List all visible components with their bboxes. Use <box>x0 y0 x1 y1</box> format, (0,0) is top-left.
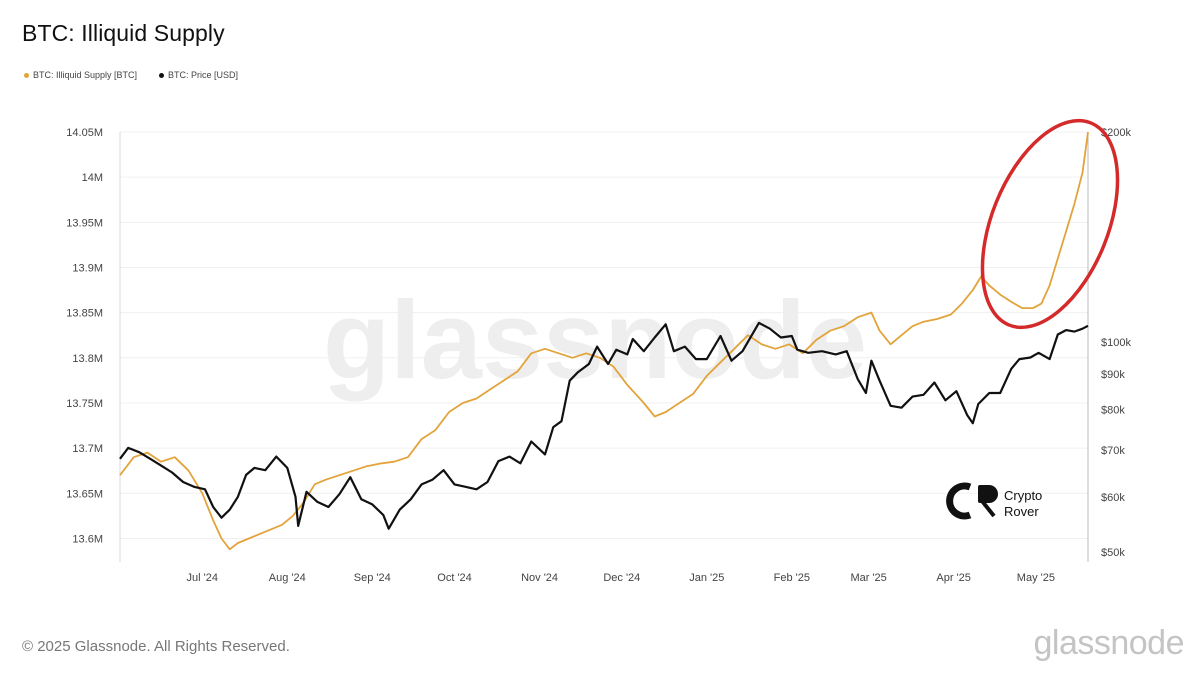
grid-lines <box>120 131 1088 539</box>
x-tick-label-9: Apr '25 <box>936 572 971 584</box>
x-tick-label-8: Mar '25 <box>850 572 886 584</box>
glassnode-watermark: glassnode <box>323 279 867 402</box>
y-left-tick-label-8: 13.65M <box>66 488 103 500</box>
series-layer <box>119 131 1089 551</box>
x-tick-label-4: Nov '24 <box>521 572 558 584</box>
legend-dot-price <box>159 72 165 78</box>
y-left-tick-label-6: 13.75M <box>66 398 103 410</box>
y-right-tick-label-6: $50k <box>1101 547 1125 559</box>
y-axis-left: 14.05M 14M 13.95M 13.9M 13.85M 13.8M 13.75M 13.… <box>66 127 103 545</box>
legend-label-price: BTC: Price [USD] <box>168 70 239 80</box>
crypto-rover-logo-line2: Rover <box>1004 504 1039 519</box>
x-tick-label-6: Jan '25 <box>689 572 724 584</box>
y-left-tick-label-3: 13.9M <box>72 262 103 274</box>
legend-label-illiquid-supply: BTC: Illiquid Supply [BTC] <box>33 70 138 80</box>
legend-dot-illiquid-supply <box>24 72 29 78</box>
y-right-tick-label-0: $200k <box>1101 127 1131 139</box>
x-tick-label-0: Jul '24 <box>187 572 218 584</box>
y-right-tick-label-5: $60k <box>1101 492 1125 504</box>
y-left-tick-label-7: 13.7M <box>72 443 103 455</box>
x-tick-label-1: Aug '24 <box>269 572 306 584</box>
legend-item-price[interactable]: BTC: Price [USD] <box>159 70 238 80</box>
page-title: BTC: Illiquid Supply <box>22 20 225 46</box>
y-left-tick-label-9: 13.6M <box>72 533 103 545</box>
legend-item-illiquid-supply[interactable]: BTC: Illiquid Supply [BTC] <box>24 70 137 80</box>
y-right-tick-label-2: $90k <box>1101 369 1125 381</box>
chart-axes <box>119 132 1089 562</box>
chart-legend: BTC: Illiquid Supply [BTC] BTC: Price [U… <box>24 70 238 80</box>
glassnode-brand-logo: glassnode <box>1033 624 1184 662</box>
y-right-tick-label-3: $80k <box>1101 405 1125 417</box>
y-left-tick-label-2: 13.95M <box>66 217 103 229</box>
y-left-tick-label-4: 13.85M <box>66 308 103 320</box>
x-axis: Jul '24 Aug '24 Sep '24 Oct '24 Nov '24 Dec '… <box>187 572 1055 584</box>
y-right-tick-label-4: $70k <box>1101 445 1125 457</box>
x-tick-label-7: Feb '25 <box>774 572 810 584</box>
series-line-price <box>119 321 1089 530</box>
x-tick-label-5: Dec '24 <box>603 572 640 584</box>
x-tick-label-2: Sep '24 <box>354 572 391 584</box>
crypto-rover-logo: Crypto Rover <box>946 482 1042 520</box>
crypto-rover-logo-mark <box>946 482 998 520</box>
y-axis-right: $200k $100k $90k $80k $70k $60k $50k <box>1101 127 1131 559</box>
y-left-tick-label-1: 14M <box>82 172 103 184</box>
copyright-text: © 2025 Glassnode. All Rights Reserved. <box>22 638 290 655</box>
y-right-tick-label-1: $100k <box>1101 337 1131 349</box>
highlight-ellipse <box>980 118 1120 330</box>
x-tick-label-3: Oct '24 <box>437 572 472 584</box>
x-tick-label-10: May '25 <box>1017 572 1055 584</box>
y-left-tick-label-0: 14.05M <box>66 127 103 139</box>
crypto-rover-logo-line1: Crypto <box>1004 488 1042 503</box>
y-left-tick-label-5: 13.8M <box>72 353 103 365</box>
series-line-illiquid-supply <box>119 131 1089 551</box>
